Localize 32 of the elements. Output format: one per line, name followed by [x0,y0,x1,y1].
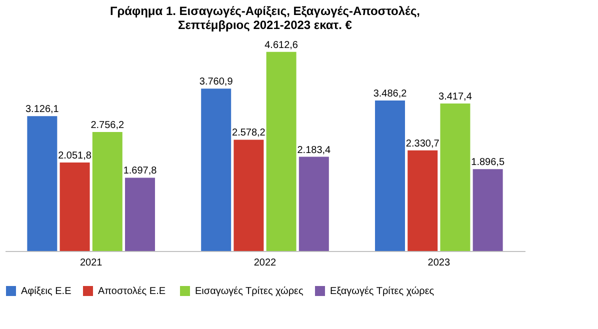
data-label: 2.578,2 [232,128,266,139]
bar [408,150,438,251]
x-tick-label: 2023 [428,258,450,268]
bar [27,116,58,251]
legend-label: Αποστολές Ε.Ε [98,286,166,297]
bar [125,178,155,251]
legend-label: Εξαγωγές Τρίτες χώρες [330,286,434,297]
bar [60,162,90,251]
data-label: 2.330,7 [406,138,440,150]
bar [375,100,405,251]
x-tick-label: 2021 [80,258,103,268]
data-label: 3.126,1 [25,104,60,116]
data-label: 2.183,4 [297,144,332,156]
legend-label: Εισαγωγές Τρίτες χώρες [195,286,304,297]
data-label: 1.896,5 [471,157,505,168]
bar [440,104,470,251]
bar [234,140,264,251]
chart-title: Γράφημα 1. Εισαγωγές-Αφίξεις, Εξαγωγές-Αποστολές, Σεπτέμβριος 2021-2023 εκατ. € [110,4,420,32]
x-tick-label: 2022 [254,258,277,268]
data-label: 3.486,2 [373,88,408,100]
bar [472,169,503,251]
bar [201,88,232,251]
data-label: 3.417,4 [438,92,472,103]
data-label: 2.051,8 [58,150,92,162]
data-label: 3.760,9 [199,76,234,88]
data-label: 4.612,6 [264,40,298,51]
bar [266,52,296,251]
bar [298,156,329,251]
bar [92,132,122,251]
data-label: 1.697,8 [123,166,158,177]
legend-label: Αφίξεις Ε.Ε [21,286,72,297]
data-label: 2.756,2 [90,120,125,132]
